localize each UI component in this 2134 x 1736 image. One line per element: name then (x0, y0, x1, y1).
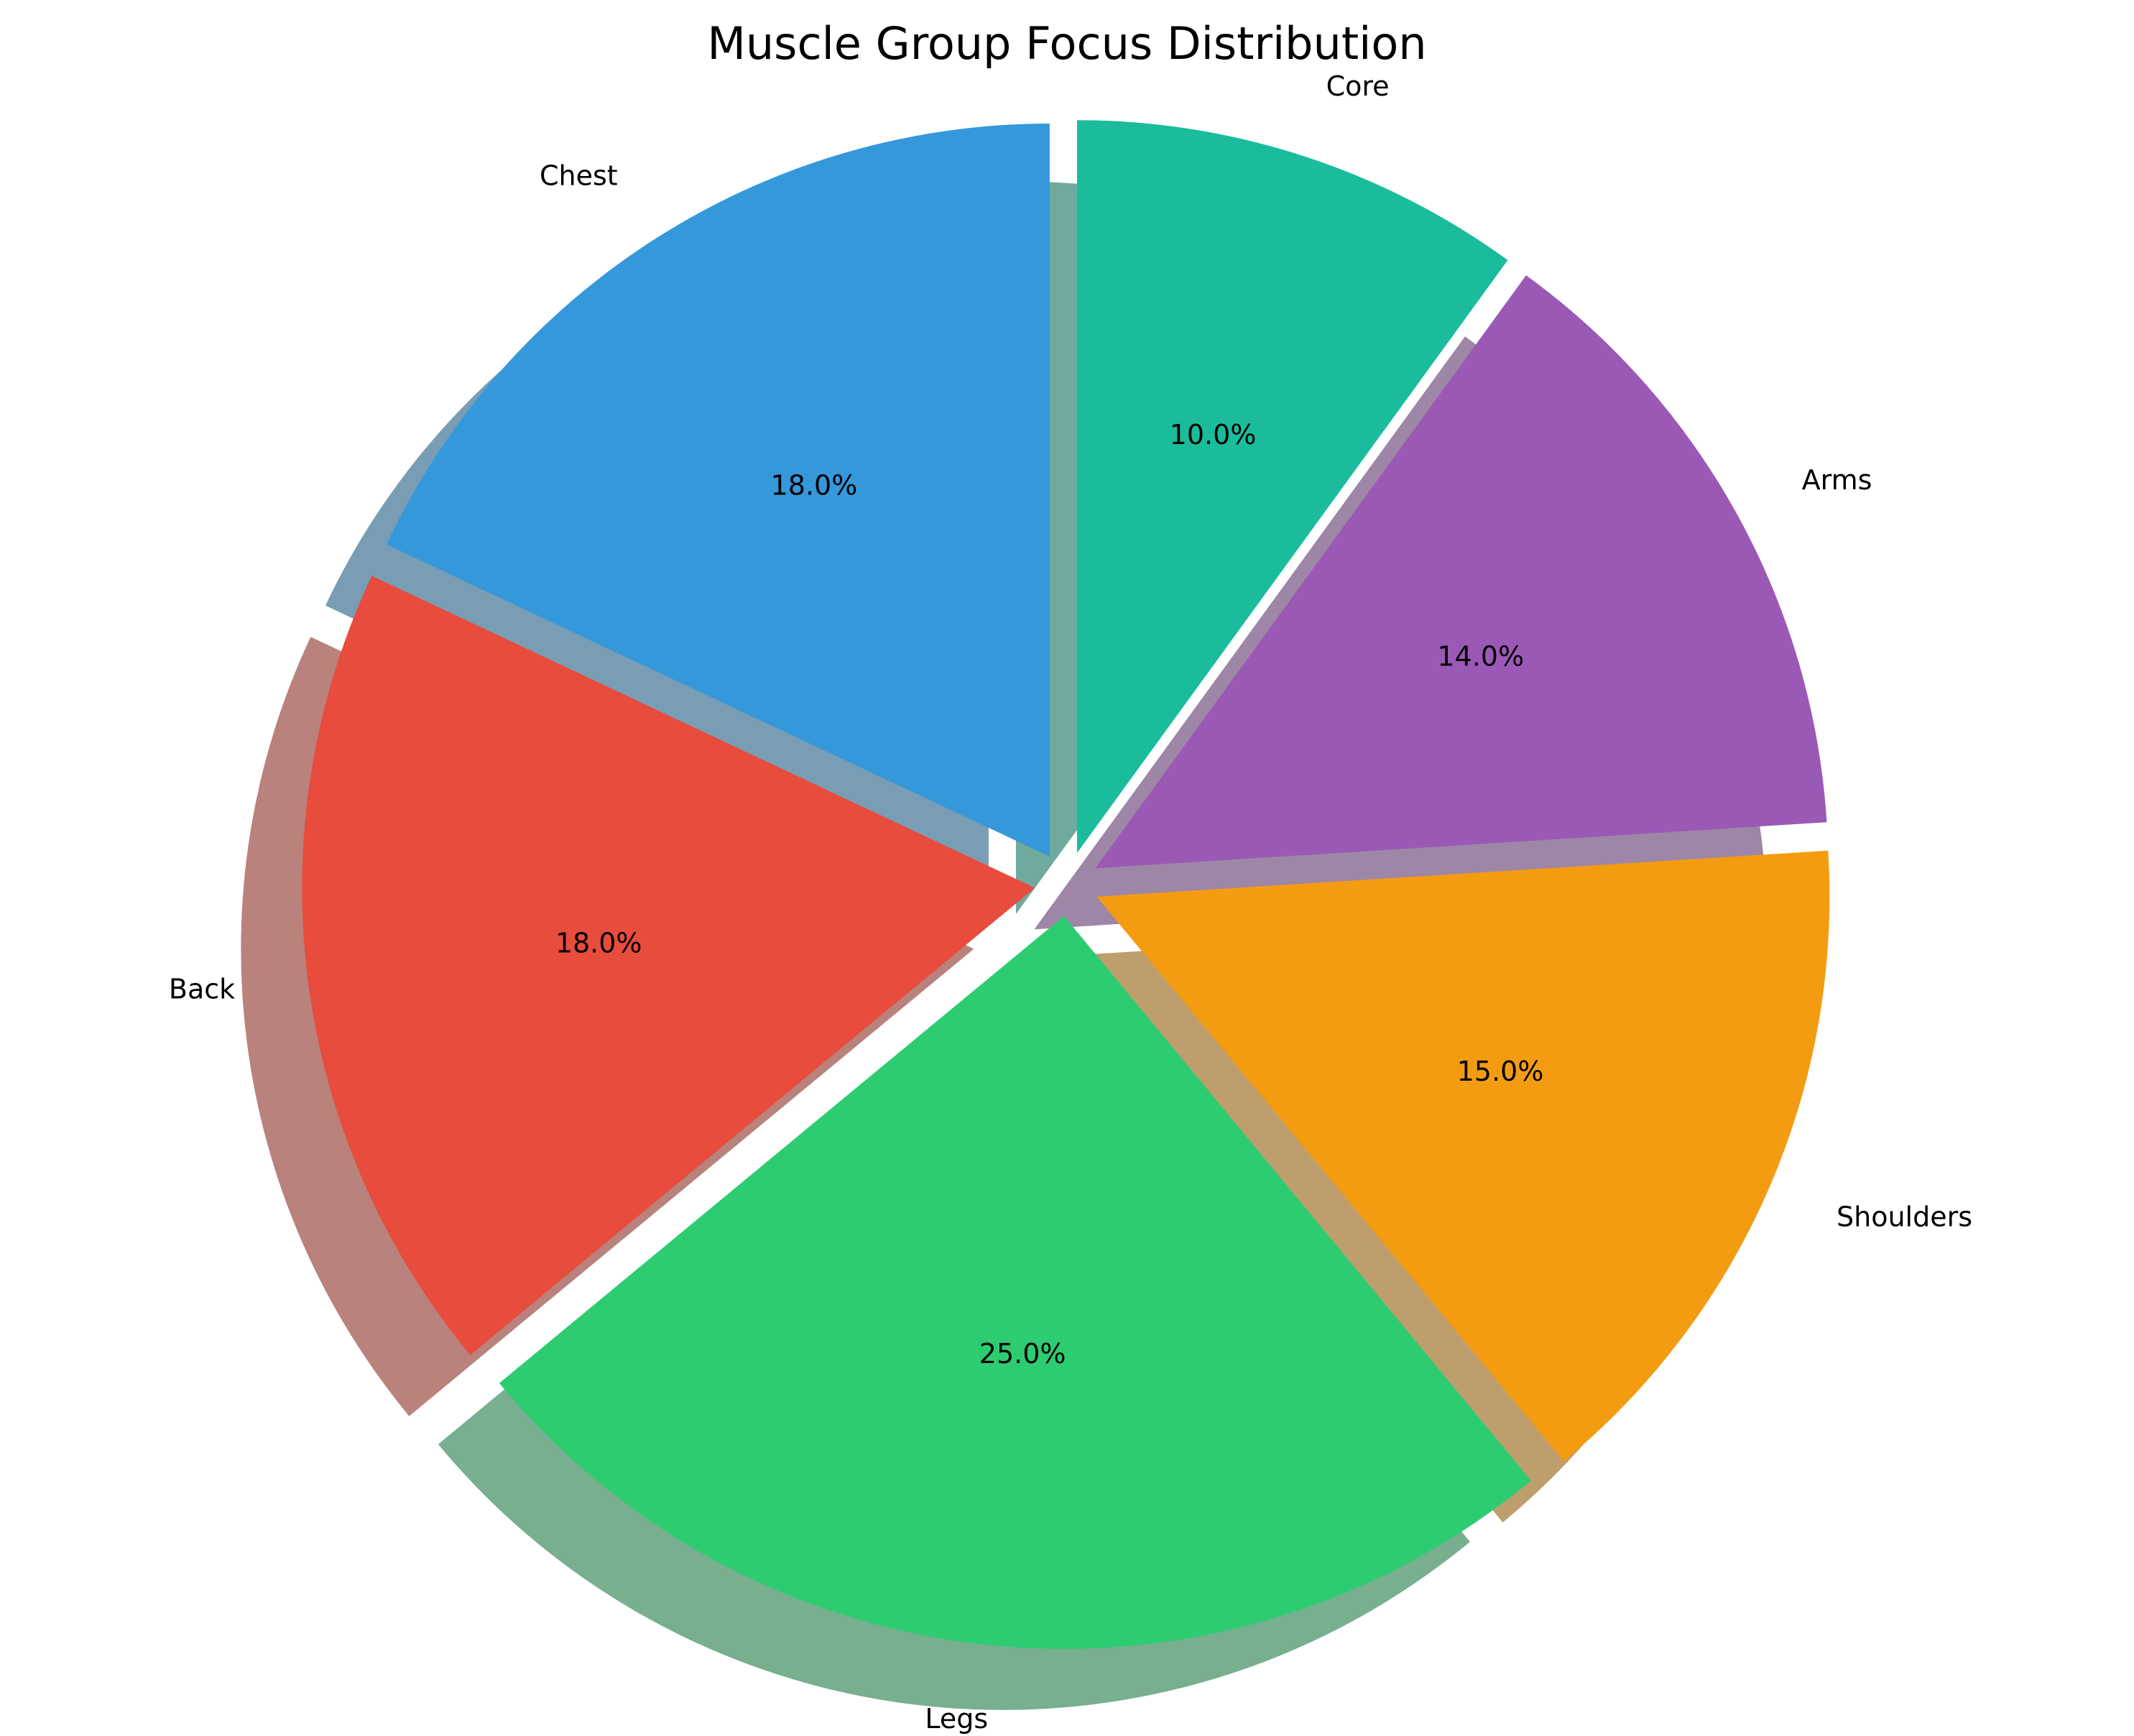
pie-slice-chest (386, 124, 1050, 857)
slice-label-core: Core (1326, 70, 1390, 102)
chart-title: Muscle Group Focus Distribution (707, 17, 1426, 70)
slice-label-shoulders: Shoulders (1837, 1201, 1972, 1232)
pie-slice-shoulders (1096, 850, 1830, 1462)
pct-label-chest: 18.0% (771, 469, 858, 501)
pct-label-back: 18.0% (555, 927, 642, 959)
pct-label-shoulders: 15.0% (1457, 1056, 1544, 1087)
slice-label-back: Back (169, 973, 235, 1005)
slice-label-arms: Arms (1802, 464, 1872, 496)
pie-slice-arms (1095, 275, 1827, 869)
pie-slice-legs (499, 915, 1531, 1649)
slice-layer (302, 120, 1830, 1649)
slice-label-legs: Legs (925, 1703, 988, 1735)
pie-slice-back (302, 576, 1035, 1355)
pct-label-legs: 25.0% (979, 1338, 1066, 1370)
pct-label-arms: 14.0% (1437, 640, 1524, 672)
slice-label-chest: Chest (540, 160, 618, 192)
pie-slice-core (1076, 120, 1508, 854)
label-layer: 18.0% Chest 18.0% Back 25.0% Legs 15.0% Shoulde… (169, 70, 1972, 1735)
pct-label-core: 10.0% (1170, 419, 1257, 451)
